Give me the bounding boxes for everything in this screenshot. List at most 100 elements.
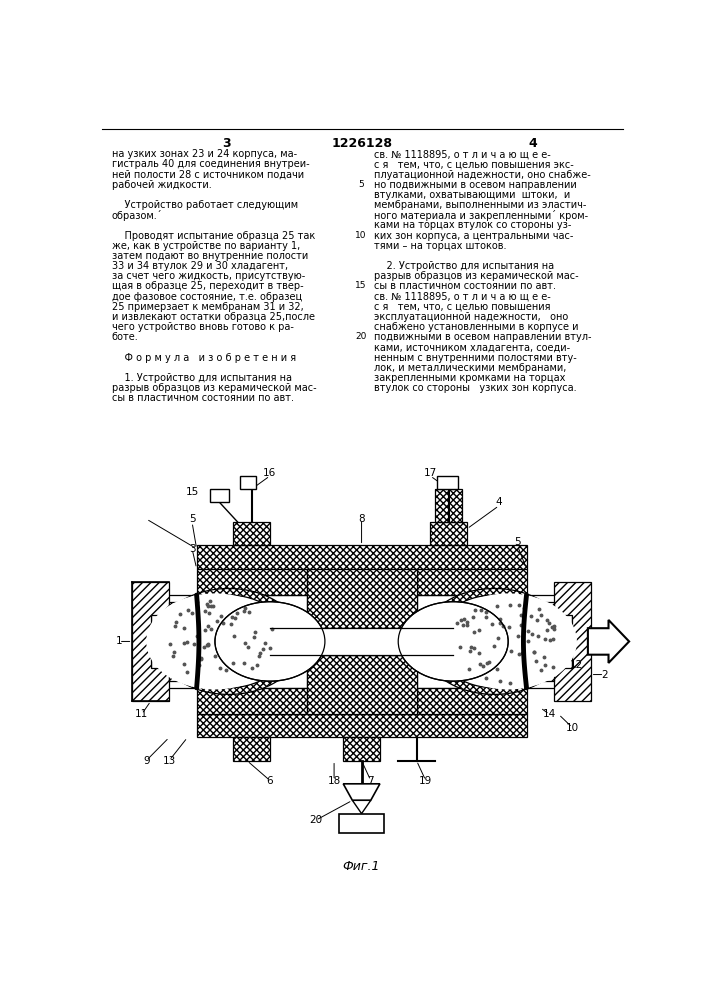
Text: 2. Устройство для испытания на: 2. Устройство для испытания на (373, 261, 554, 271)
Bar (339, 814, 385, 833)
Text: 18: 18 (327, 776, 341, 786)
Text: гистраль 40 для соединения внутреи-: гистраль 40 для соединения внутреи- (112, 159, 310, 169)
Polygon shape (233, 522, 270, 545)
Polygon shape (197, 714, 527, 737)
Text: св. № 1118895, о т л и ч а ю щ е е-: св. № 1118895, о т л и ч а ю щ е е- (373, 149, 550, 159)
Polygon shape (307, 628, 416, 655)
Text: 5: 5 (189, 514, 195, 524)
Text: 8: 8 (358, 514, 365, 524)
Text: 5: 5 (514, 537, 520, 547)
Polygon shape (197, 569, 307, 595)
Ellipse shape (398, 602, 508, 681)
Text: же, как в устройстве по варианту 1,: же, как в устройстве по варианту 1, (112, 241, 300, 251)
Text: с я   тем, что, с целью повышения экс-: с я тем, что, с целью повышения экс- (373, 159, 573, 169)
Text: св. № 1118895, о т л и ч а ю щ е е-: св. № 1118895, о т л и ч а ю щ е е- (373, 292, 550, 302)
Polygon shape (435, 489, 462, 522)
Text: 1226128: 1226128 (332, 137, 392, 150)
Text: сы в пластичном состоянии по авт.: сы в пластичном состоянии по авт. (373, 281, 556, 291)
Text: 17: 17 (423, 468, 437, 478)
Text: разрыв образцов из керамической мас-: разрыв образцов из керамической мас- (373, 271, 578, 281)
Text: мембранами, выполненными из эластич-: мембранами, выполненными из эластич- (373, 200, 586, 210)
Text: 11: 11 (135, 709, 148, 719)
Text: 3: 3 (189, 544, 195, 554)
Polygon shape (588, 620, 629, 663)
Polygon shape (416, 569, 527, 595)
Polygon shape (233, 737, 270, 761)
Text: эксплуатационной надежности,   оно: эксплуатационной надежности, оно (373, 312, 568, 322)
Polygon shape (169, 602, 197, 615)
Text: и извлекают остатки образца 25,после: и извлекают остатки образца 25,после (112, 312, 315, 322)
Text: дое фазовое состояние, т.е. образец: дое фазовое состояние, т.е. образец (112, 292, 302, 302)
Text: лок, и металлическими мембранами,: лок, и металлическими мембранами, (373, 363, 566, 373)
Text: закрепленными кромками на торцах: закрепленными кромками на торцах (373, 373, 565, 383)
Text: ких зон корпуса, а центральными час-: ких зон корпуса, а центральными час- (373, 231, 573, 241)
Polygon shape (421, 588, 568, 641)
Text: образом.´: образом.´ (112, 210, 163, 221)
Text: 20: 20 (356, 332, 367, 341)
Text: затем подают во внутренние полости: затем подают во внутренние полости (112, 251, 308, 261)
Text: тями – на торцах штоков.: тями – на торцах штоков. (373, 241, 506, 251)
Polygon shape (151, 595, 307, 688)
Text: втулками, охватывающими  штоки,  и: втулками, охватывающими штоки, и (373, 190, 570, 200)
Text: ней полости 28 с источником подачи: ней полости 28 с источником подачи (112, 170, 304, 180)
Text: 12: 12 (571, 660, 583, 670)
Polygon shape (169, 668, 197, 681)
Text: боте.: боте. (112, 332, 139, 342)
Text: 5: 5 (358, 180, 364, 189)
Text: Ф о р м у л а   и з о б р е т е н и я: Ф о р м у л а и з о б р е т е н и я (112, 353, 296, 363)
Polygon shape (156, 588, 302, 641)
Text: втулок со стороны   узких зон корпуса.: втулок со стороны узких зон корпуса. (373, 383, 576, 393)
Ellipse shape (215, 602, 325, 681)
Text: ками, источником хладагента, соеди-: ками, источником хладагента, соеди- (373, 342, 570, 352)
Polygon shape (527, 602, 554, 615)
Polygon shape (554, 582, 590, 701)
Text: 3: 3 (222, 137, 230, 150)
Polygon shape (421, 641, 568, 694)
Text: сы в пластичном состоянии по авт.: сы в пластичном состоянии по авт. (112, 393, 293, 403)
Polygon shape (343, 784, 380, 800)
Text: 2: 2 (601, 670, 608, 680)
Polygon shape (132, 582, 169, 701)
Polygon shape (416, 595, 573, 688)
Text: 25 примерзает к мембранам 31 и 32,: 25 примерзает к мембранам 31 и 32, (112, 302, 303, 312)
Text: разрыв образцов из керамической мас-: разрыв образцов из керамической мас- (112, 383, 316, 393)
Text: плуатационной надежности, оно снабже-: плуатационной надежности, оно снабже- (373, 170, 590, 180)
Polygon shape (343, 737, 380, 761)
Polygon shape (527, 668, 554, 681)
Polygon shape (197, 688, 307, 714)
Ellipse shape (440, 593, 577, 689)
Polygon shape (416, 688, 527, 714)
Bar (211, 489, 228, 502)
Text: Устройство работает следующим: Устройство работает следующим (112, 200, 298, 210)
Text: рабочей жидкости.: рабочей жидкости. (112, 180, 211, 190)
Text: 1. Устройство для испытания на: 1. Устройство для испытания на (112, 373, 292, 383)
Text: снабжено установленными в корпусе и: снабжено установленными в корпусе и (373, 322, 578, 332)
Text: 6: 6 (267, 776, 273, 786)
Text: 14: 14 (543, 709, 556, 719)
Text: с я   тем, что, с целью повышения: с я тем, что, с целью повышения (373, 302, 550, 312)
Text: 33 и 34 втулок 29 и 30 хладагент,: 33 и 34 втулок 29 и 30 хладагент, (112, 261, 288, 271)
Text: подвижными в осевом направлении втул-: подвижными в осевом направлении втул- (373, 332, 591, 342)
Text: ного материала и закрепленными´ кром-: ного материала и закрепленными´ кром- (373, 210, 588, 221)
Polygon shape (352, 800, 370, 814)
Text: чего устройство вновь готово к ра-: чего устройство вновь готово к ра- (112, 322, 293, 332)
Text: щая в образце 25, переходит в твер-: щая в образце 25, переходит в твер- (112, 281, 303, 291)
Polygon shape (156, 641, 302, 694)
Text: но подвижными в осевом направлении: но подвижными в осевом направлении (373, 180, 576, 190)
Text: 19: 19 (419, 776, 433, 786)
Text: 16: 16 (263, 468, 276, 478)
Text: Фиг.1: Фиг.1 (343, 860, 380, 873)
Bar (437, 476, 457, 489)
Text: 1: 1 (115, 636, 122, 646)
Text: 4: 4 (529, 137, 537, 150)
Bar (240, 476, 256, 489)
Text: 15: 15 (185, 487, 199, 497)
Text: 4: 4 (496, 497, 503, 507)
Text: 13: 13 (163, 756, 176, 766)
Polygon shape (431, 522, 467, 545)
Polygon shape (307, 655, 416, 714)
Text: 10: 10 (566, 723, 579, 733)
Text: на узких зонах 23 и 24 корпуса, ма-: на узких зонах 23 и 24 корпуса, ма- (112, 149, 297, 159)
Text: ненным с внутренними полостями вту-: ненным с внутренними полостями вту- (373, 353, 576, 363)
Polygon shape (307, 569, 416, 628)
